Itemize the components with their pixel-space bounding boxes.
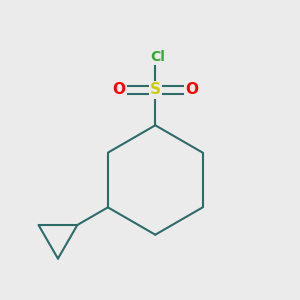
Text: O: O bbox=[112, 82, 125, 98]
Text: Cl: Cl bbox=[151, 50, 166, 64]
Text: S: S bbox=[150, 82, 161, 98]
Text: O: O bbox=[185, 82, 198, 98]
